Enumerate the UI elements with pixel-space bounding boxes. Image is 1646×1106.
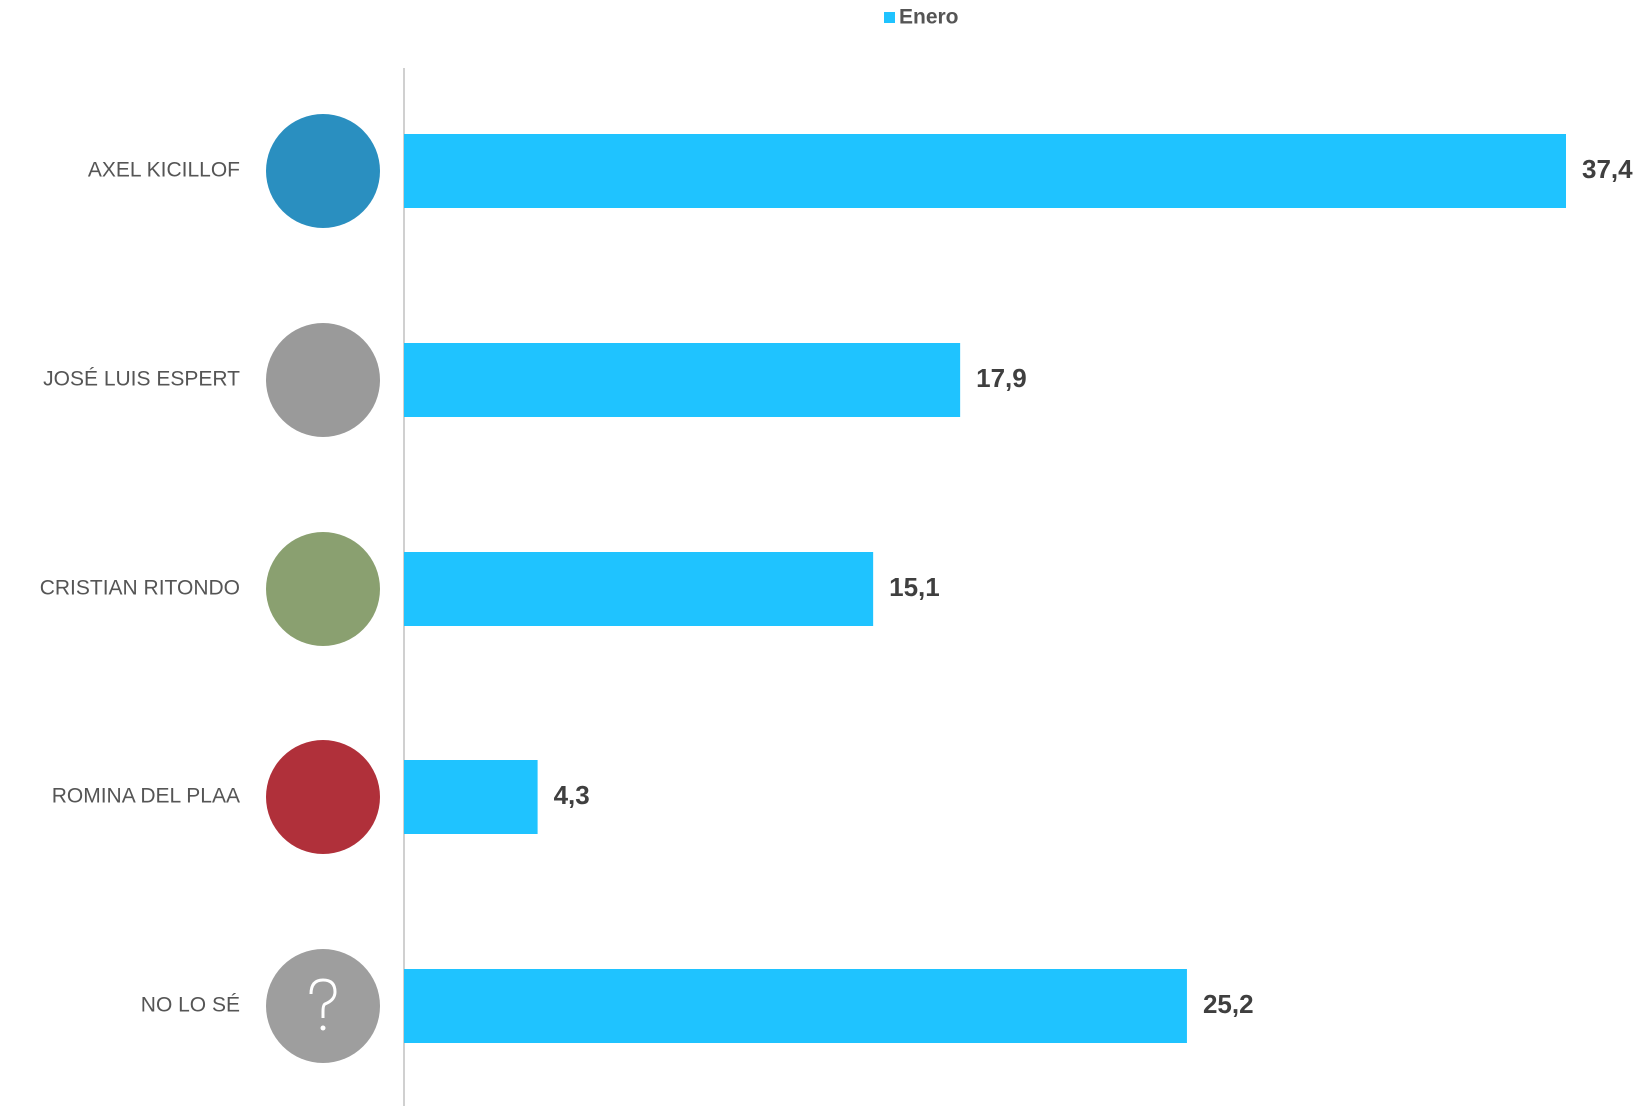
category-label: JOSÉ LUIS ESPERT bbox=[43, 368, 240, 391]
value-label: 25,2 bbox=[1203, 989, 1254, 1019]
category-label: CRISTIAN RITONDO bbox=[40, 577, 240, 600]
avatar bbox=[266, 532, 380, 646]
legend-label: Enero bbox=[899, 6, 959, 29]
avatar bbox=[266, 323, 380, 437]
bar bbox=[404, 760, 538, 834]
value-label: 17,9 bbox=[976, 363, 1027, 393]
question-icon bbox=[309, 978, 337, 1018]
bar bbox=[404, 134, 1566, 208]
value-label: 15,1 bbox=[889, 572, 940, 602]
avatar bbox=[266, 740, 380, 854]
bar bbox=[404, 552, 874, 626]
category-label: ROMINA DEL PLAA bbox=[52, 785, 240, 808]
bar bbox=[404, 343, 961, 417]
bar bbox=[404, 969, 1187, 1043]
category-label: NO LO SÉ bbox=[141, 994, 240, 1017]
question-dot bbox=[320, 1025, 326, 1031]
legend-swatch bbox=[884, 12, 895, 23]
avatar bbox=[266, 114, 380, 228]
value-label: 4,3 bbox=[554, 780, 590, 810]
value-label: 37,4 bbox=[1582, 154, 1633, 184]
category-label: AXEL KICILLOF bbox=[88, 159, 240, 182]
